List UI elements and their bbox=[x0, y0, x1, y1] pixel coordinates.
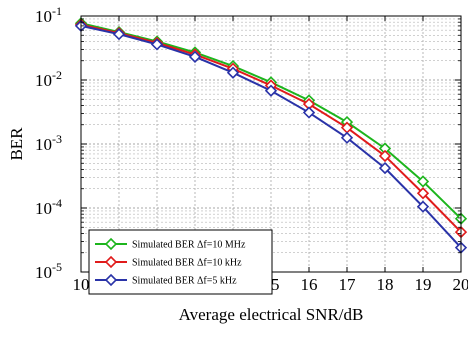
x-axis-title: Average electrical SNR/dB bbox=[179, 305, 364, 324]
legend-label: Simulated BER Δf=10 MHz bbox=[132, 240, 246, 251]
x-tick-label: 16 bbox=[301, 275, 318, 294]
legend-label: Simulated BER Δf=10 kHz bbox=[132, 258, 242, 269]
y-tick-label: 10-4 bbox=[35, 196, 62, 218]
y-tick-label: 10-1 bbox=[35, 4, 62, 26]
y-axis-title: BER bbox=[7, 127, 26, 161]
y-tick-label: 10-3 bbox=[35, 132, 62, 154]
y-tick-label: 10-5 bbox=[35, 260, 62, 282]
x-tick-label: 17 bbox=[339, 275, 357, 294]
x-tick-label: 20 bbox=[453, 275, 468, 294]
legend: Simulated BER Δf=10 MHz Simulated BER Δf=… bbox=[89, 230, 272, 294]
x-tick-label: 18 bbox=[377, 275, 394, 294]
y-tick-label: 10-2 bbox=[35, 68, 62, 90]
legend-label: Simulated BER Δf=5 kHz bbox=[132, 276, 237, 287]
x-tick-label: 10 bbox=[73, 275, 90, 294]
x-tick-label: 19 bbox=[415, 275, 432, 294]
